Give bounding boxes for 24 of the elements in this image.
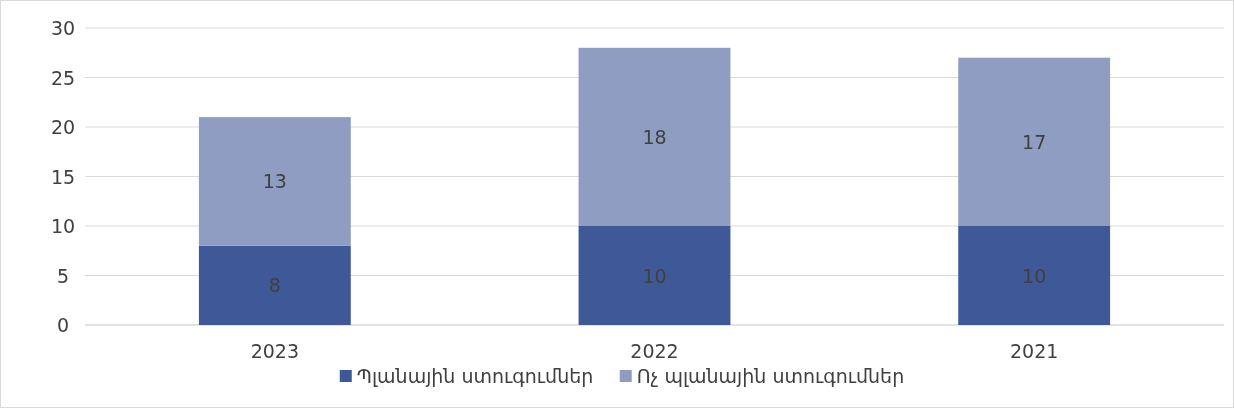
y-tick-label: 25	[50, 66, 76, 89]
data-label: 10	[642, 264, 667, 287]
data-label: 10	[1022, 264, 1047, 287]
x-tick-label: 2021	[1009, 340, 1059, 362]
bar	[578, 47, 731, 226]
y-tick-label: 5	[56, 264, 70, 287]
y-tick-label: 20	[50, 116, 76, 138]
bar	[578, 226, 731, 325]
x-tick-label: 2023	[250, 340, 300, 362]
bar	[958, 57, 1111, 226]
bar	[958, 226, 1111, 325]
legend-label: Ոչ պլանային ստուգումներ	[636, 365, 905, 387]
y-tick-label: 0	[56, 314, 70, 336]
bar	[198, 245, 351, 325]
x-tick-label: 2022	[630, 340, 679, 362]
y-tick-label: 15	[50, 165, 76, 188]
legend-label: Պլանային ստուգումներ	[356, 365, 594, 387]
data-label: 18	[642, 125, 667, 148]
data-label: 13	[262, 170, 287, 193]
data-label: 17	[1022, 130, 1047, 153]
data-label: 8	[268, 274, 281, 297]
bar	[198, 117, 351, 246]
y-tick-label: 30	[50, 17, 76, 39]
y-tick-label: 10	[50, 215, 76, 237]
